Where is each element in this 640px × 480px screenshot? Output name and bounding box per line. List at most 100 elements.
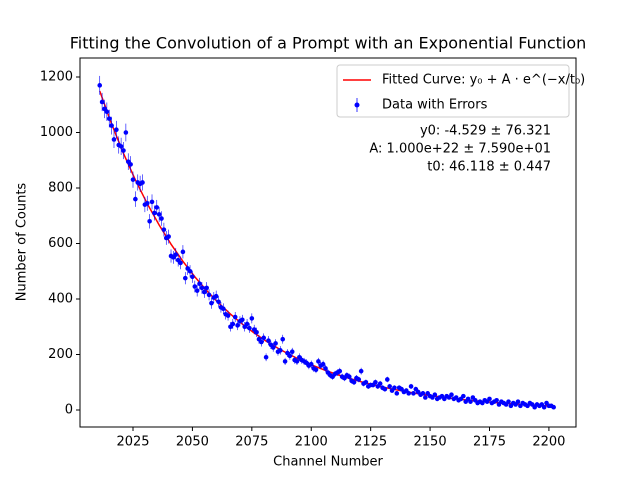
data-point <box>178 260 183 266</box>
data-point <box>140 180 145 185</box>
y-tick-label: 1000 <box>40 125 73 140</box>
y-axis-label: Number of Counts <box>15 183 30 302</box>
data-point <box>408 384 414 389</box>
data-point <box>515 399 521 404</box>
data-point <box>392 385 397 391</box>
data-point <box>225 313 231 318</box>
y-tick-label: 0 <box>65 402 73 417</box>
data-point <box>240 317 245 323</box>
data-point <box>99 99 105 105</box>
data-point <box>261 335 267 341</box>
data-point <box>449 392 454 398</box>
y-tick-label: 400 <box>48 291 73 306</box>
data-point <box>230 321 236 327</box>
data-point <box>144 200 150 206</box>
data-point <box>149 199 155 205</box>
data-point <box>206 292 212 298</box>
data-point <box>363 379 369 385</box>
data-point <box>182 275 188 281</box>
data-point <box>387 384 392 389</box>
data-point <box>128 162 133 167</box>
data-point <box>487 396 492 402</box>
data-point <box>266 338 271 343</box>
x-tick-label: 2150 <box>414 435 447 450</box>
data-point <box>278 348 283 353</box>
data-point <box>273 341 278 346</box>
data-point <box>394 391 400 396</box>
x-tick-label: 2175 <box>473 435 506 450</box>
data-point <box>154 205 160 210</box>
data-point <box>406 391 411 396</box>
data-point <box>384 377 390 382</box>
data-point <box>541 404 547 410</box>
fit-parameter: y0: -4.529 ± 76.321 <box>420 124 551 139</box>
legend-box <box>336 64 570 118</box>
data-point <box>282 359 288 364</box>
data-point <box>190 274 195 280</box>
data-point <box>280 336 286 342</box>
data-point <box>114 127 119 133</box>
legend-marker <box>354 102 360 108</box>
data-point <box>221 306 226 312</box>
data-point <box>313 367 319 373</box>
data-point <box>166 234 171 239</box>
data-point <box>308 361 314 367</box>
data-point <box>180 249 186 255</box>
x-tick-label: 2025 <box>116 435 149 450</box>
legend-label: Data with Errors <box>382 98 488 113</box>
data-point <box>247 325 252 331</box>
data-point <box>199 285 205 291</box>
data-point <box>109 123 114 128</box>
data-point <box>316 359 321 364</box>
data-point <box>201 289 207 295</box>
data-point <box>423 395 428 400</box>
data-point <box>346 374 352 379</box>
data-point <box>173 252 179 257</box>
data-point <box>411 391 416 396</box>
data-point <box>420 391 426 396</box>
data-point <box>294 359 300 364</box>
data-point <box>377 381 383 386</box>
data-point <box>287 353 293 359</box>
data-point <box>111 137 117 142</box>
data-point <box>130 177 136 182</box>
data-point <box>356 377 362 382</box>
data-point <box>118 144 124 149</box>
data-point <box>123 130 129 135</box>
data-point <box>147 219 152 224</box>
data-point <box>106 116 112 121</box>
data-point <box>133 196 138 202</box>
data-point <box>249 316 255 321</box>
data-point <box>235 323 240 328</box>
data-point <box>187 268 193 274</box>
data-point <box>244 321 250 327</box>
data-point <box>289 349 295 355</box>
x-tick-label: 2200 <box>532 435 565 450</box>
x-tick-label: 2100 <box>295 435 328 450</box>
data-point <box>432 392 438 398</box>
data-point <box>209 300 214 306</box>
data-point <box>121 148 126 153</box>
data-point <box>461 393 466 399</box>
data-point <box>373 379 378 385</box>
data-point <box>468 399 473 404</box>
data-point <box>551 404 556 410</box>
data-point <box>192 284 198 289</box>
data-point <box>259 339 264 345</box>
data-point <box>320 361 326 367</box>
data-point <box>97 83 103 88</box>
data-point <box>104 109 110 114</box>
fit-parameter: t0: 46.118 ± 0.447 <box>427 160 551 175</box>
y-tick-label: 600 <box>48 236 73 251</box>
x-axis-label: Channel Number <box>273 455 383 470</box>
plot-area <box>97 75 556 410</box>
data-point <box>351 379 357 385</box>
data-point <box>270 345 276 350</box>
legend-label: Fitted Curve: y₀ + A · e^(−x/t₀) <box>382 73 585 88</box>
data-point <box>494 397 499 403</box>
data-point <box>156 212 162 217</box>
data-point <box>382 386 388 392</box>
data-point <box>337 368 343 374</box>
data-point <box>197 281 202 287</box>
